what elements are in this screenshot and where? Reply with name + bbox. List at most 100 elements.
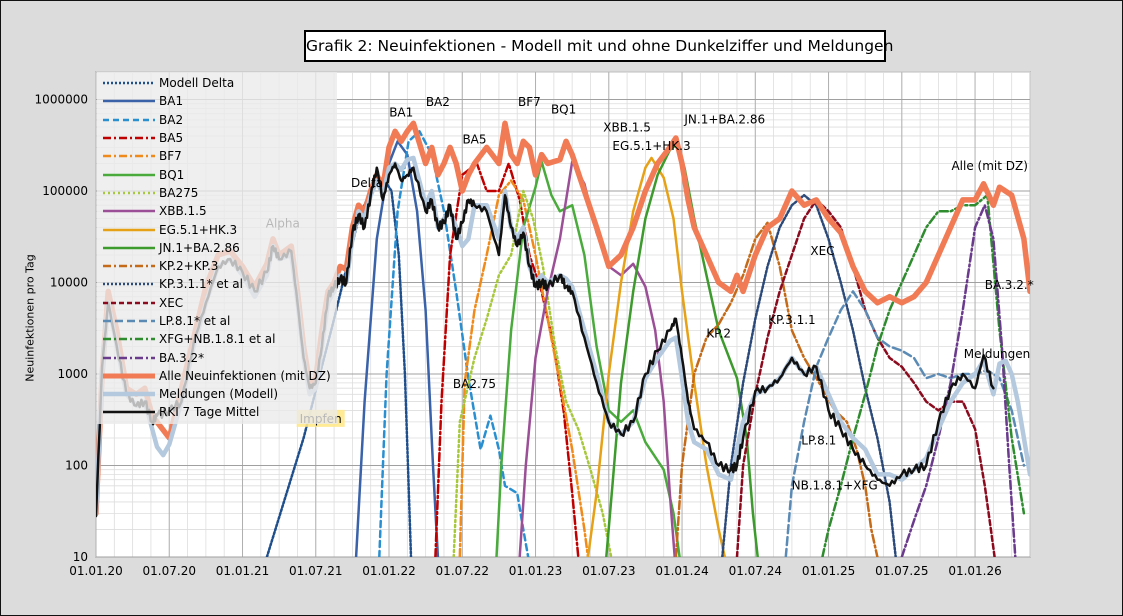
legend-swatch <box>103 209 155 213</box>
x-tick-label: 01.07.20 <box>143 564 196 578</box>
annotation-label: BA1 <box>389 106 413 120</box>
legend-swatch <box>103 228 155 231</box>
legend-label: EG.5.1+HK.3 <box>159 222 238 237</box>
legend-swatch <box>103 411 155 414</box>
legend-label: XEC <box>159 295 184 310</box>
legend-swatch <box>103 338 155 341</box>
annotation-label: XBB.1.5 <box>603 120 651 134</box>
x-tick-label: 01.01.21 <box>216 564 269 578</box>
legend-swatch <box>103 264 155 268</box>
legend-item: KP.3.1.1* et al <box>97 275 337 293</box>
legend-label: JN.1+BA.2.86 <box>159 240 240 255</box>
legend-swatch <box>103 319 155 323</box>
legend-label: BA.3.2* <box>159 350 205 365</box>
annotation-label: BA2.75 <box>453 377 496 391</box>
y-axis-label-text: Neuinfektionen pro Tag <box>23 254 37 382</box>
annotation-label: JN.1+BA.2.86 <box>683 112 765 126</box>
annotation-label: BA2 <box>426 95 450 109</box>
series-line-15 <box>900 203 1017 557</box>
legend-label: Alle Neuinfektionen (mit DZ) <box>159 368 331 383</box>
legend-label: KP.3.1.1* et al <box>159 277 243 292</box>
annotation-label: NB.1.8.1+XFG <box>792 478 878 492</box>
legend-item: LP.8.1* et al <box>97 312 337 330</box>
annotation-label: BF7 <box>518 95 541 109</box>
legend-swatch <box>103 283 155 286</box>
y-tick-label: 1000 <box>57 367 88 381</box>
legend-label: RKI 7 Tage Mittel <box>159 405 260 420</box>
legend-swatch <box>103 191 155 195</box>
series-line-10 <box>674 221 879 557</box>
legend-swatch <box>103 155 155 158</box>
legend-swatch <box>103 246 155 250</box>
series-line-6 <box>452 189 613 557</box>
annotation-label: Meldungen <box>964 347 1031 361</box>
annotation-label: Alle (mit DZ) <box>951 159 1027 173</box>
legend-label: Modell Delta <box>159 76 235 91</box>
y-tick-label: 10000 <box>50 276 88 290</box>
annotation-label: BA5 <box>462 133 486 147</box>
legend-label: BA1 <box>159 94 184 109</box>
annotation-label: EG.5.1+HK.3 <box>612 139 690 153</box>
legend-item: EG.5.1+HK.3 <box>97 220 337 238</box>
legend-label: BA2 <box>159 112 184 127</box>
annotation-label: KP.2 <box>706 327 731 341</box>
y-tick-label: 10 <box>73 550 88 564</box>
series-line-1 <box>354 140 440 557</box>
legend-label: Meldungen (Modell) <box>159 387 279 402</box>
legend-item: BA5 <box>97 129 337 147</box>
x-tick-label: 01.07.23 <box>582 564 635 578</box>
legend-item: Modell Delta <box>97 74 337 92</box>
x-tick-label: 01.07.21 <box>289 564 342 578</box>
series-line-5 <box>495 160 681 557</box>
legend-item: RKI 7 Tage Mittel <box>97 403 337 421</box>
chart-title: Grafik 2: Neuinfektionen - Modell mit un… <box>304 30 893 62</box>
annotation-label: BA.3.2.* <box>985 278 1034 292</box>
legend-label: BA275 <box>159 185 199 200</box>
chart-legend: Modell Delta BA1 BA2 BA5 BF7 BQ1 BA275 XBB.1.5 E… <box>97 72 337 424</box>
legend-item: BF7 <box>97 147 337 165</box>
legend-label: LP.8.1* et al <box>159 314 231 328</box>
legend-label: XFG+NB.1.8.1 et al <box>159 332 276 347</box>
legend-swatch <box>103 301 155 304</box>
series-line-4 <box>458 179 590 557</box>
legend-item: BA275 <box>97 184 337 202</box>
annotation-label: LP.8.1 <box>801 433 836 447</box>
legend-label: XBB.1.5 <box>159 204 207 219</box>
legend-item: BQ1 <box>97 165 337 183</box>
legend-swatch <box>103 373 155 379</box>
legend-item: XEC <box>97 294 337 312</box>
x-tick-label: 01.01.20 <box>69 564 122 578</box>
y-tick-label: 1000000 <box>35 93 88 107</box>
legend-swatch <box>103 81 155 85</box>
legend-item: BA1 <box>97 92 337 110</box>
legend-item: Meldungen (Modell) <box>97 385 337 403</box>
x-tick-label: 01.01.22 <box>362 564 415 578</box>
legend-item: JN.1+BA.2.86 <box>97 239 337 257</box>
annotation-label: XEC <box>810 244 834 258</box>
series-line-13 <box>784 290 1026 557</box>
x-tick-label: 01.07.22 <box>436 564 489 578</box>
legend-item: XFG+NB.1.8.1 et al <box>97 330 337 348</box>
legend-swatch <box>103 356 155 359</box>
legend-item: XBB.1.5 <box>97 202 337 220</box>
legend-swatch <box>103 136 155 140</box>
annotation-label: BQ1 <box>551 103 576 117</box>
legend-item: BA2 <box>97 111 337 129</box>
legend-label: BF7 <box>159 149 182 164</box>
legend-swatch <box>103 118 155 121</box>
legend-label: KP.2+KP.3 <box>159 259 219 274</box>
legend-item: BA.3.2* <box>97 348 337 366</box>
x-tick-label: 01.07.24 <box>729 564 782 578</box>
legend-swatch <box>103 100 155 103</box>
x-tick-label: 01.01.25 <box>802 564 855 578</box>
legend-item: Alle Neuinfektionen (mit DZ) <box>97 367 337 385</box>
x-tick-label: 01.01.23 <box>509 564 562 578</box>
y-tick-label: 100 <box>65 459 88 473</box>
annotation-label: Delta <box>351 176 383 190</box>
x-tick-label: 01.01.26 <box>948 564 1001 578</box>
x-tick-label: 01.07.25 <box>875 564 928 578</box>
y-tick-label: 100000 <box>42 184 88 198</box>
x-tick-label: 01.01.24 <box>655 564 708 578</box>
legend-swatch <box>103 173 155 176</box>
annotation-label: KP.3.1.1 <box>768 313 816 327</box>
